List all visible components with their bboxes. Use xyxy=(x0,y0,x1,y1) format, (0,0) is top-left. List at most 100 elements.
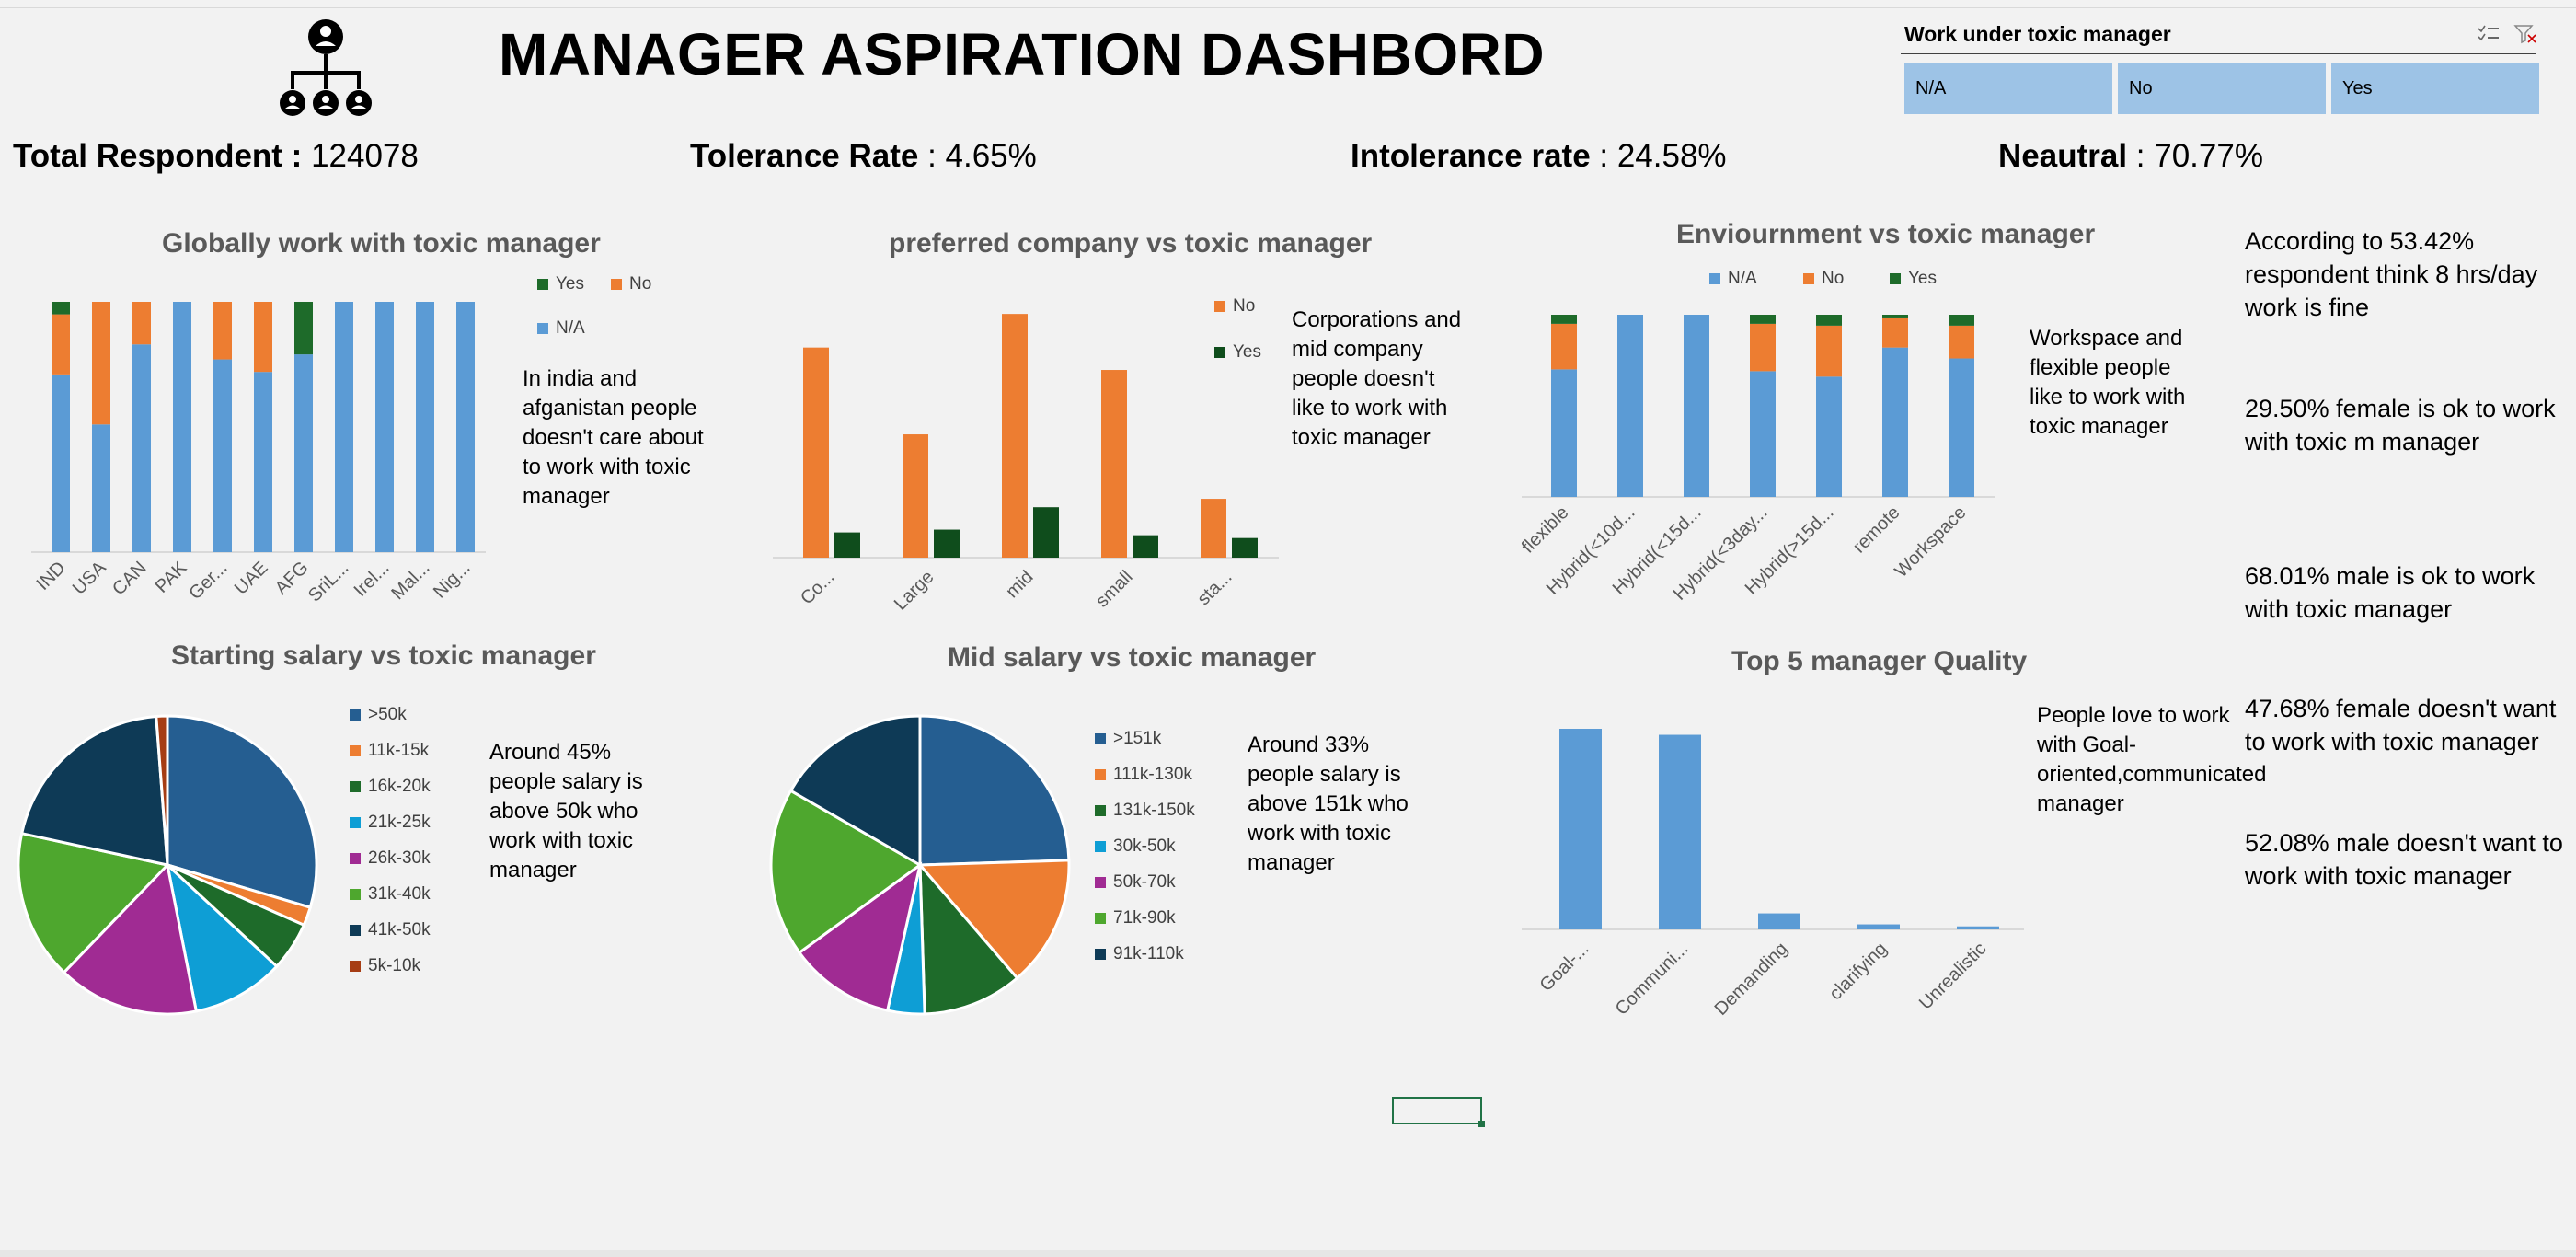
right-note-3: 68.01% male is ok to work with toxic man… xyxy=(2245,562,2536,623)
kpi-neutral-value: : 70.77% xyxy=(2135,138,2263,174)
x-tick-label: clarifying xyxy=(1825,939,1891,1004)
legend-item: 71k-90k xyxy=(1095,908,1195,944)
bar-na-9 xyxy=(416,302,434,552)
x-tick-label: small xyxy=(1092,567,1137,612)
spreadsheet-grid-strip xyxy=(0,0,2576,8)
legend-label: >50k xyxy=(368,705,407,724)
note-company: Corporations and mid company people does… xyxy=(1292,307,1462,450)
bar-no-0 xyxy=(803,347,829,558)
selected-cell[interactable] xyxy=(1392,1097,1482,1124)
x-tick-label: SriL... xyxy=(305,558,353,606)
legend-swatch xyxy=(1095,840,1106,852)
kpi-neutral: Neautral : 70.77% xyxy=(1998,138,2263,175)
chart-title-start-salary: Starting salary vs toxic manager xyxy=(171,640,596,671)
chart-start-salary xyxy=(17,714,318,1016)
bar-no-1 xyxy=(92,302,110,425)
legend-global-yes: Yes xyxy=(537,274,584,294)
legend-mid-salary: >151k 111k-130k 131k-150k 30k-50k 50k-70k 71k… xyxy=(1095,729,1195,980)
chart-title-company: preferred company vs toxic manager xyxy=(889,228,1373,259)
slicer-option-na[interactable]: N/A xyxy=(1904,63,2112,114)
legend-label: 5k-10k xyxy=(368,956,421,975)
bar-yes-2 xyxy=(1033,507,1059,558)
legend-label: 91k-110k xyxy=(1113,944,1184,963)
multi-select-icon[interactable] xyxy=(2477,24,2501,44)
legend-swatch xyxy=(350,852,361,864)
right-note-1: According to 53.42% respondent think 8 h… xyxy=(2245,227,2538,321)
fill-handle[interactable] xyxy=(1478,1121,1485,1127)
slicer-divider xyxy=(1901,53,2536,54)
right-note-2: 29.50% female is ok to work with toxic m… xyxy=(2245,395,2556,456)
chart-title-mid-salary: Mid salary vs toxic manager xyxy=(948,642,1317,673)
legend-item: 50k-70k xyxy=(1095,872,1195,908)
pie-slice-6 xyxy=(19,714,169,867)
legend-item: 11k-15k xyxy=(350,741,431,777)
note-mid-salary: Around 33% people salary is above 151k w… xyxy=(1248,732,1409,875)
pie-slice-5 xyxy=(769,789,923,955)
legend-global-na: N/A xyxy=(537,318,585,339)
slicer-option-no[interactable]: No xyxy=(2118,63,2326,114)
bar-yes-3 xyxy=(1750,315,1776,324)
x-tick-label: Large xyxy=(891,567,938,615)
legend-swatch xyxy=(350,744,361,756)
pie-slice-4 xyxy=(62,861,199,1016)
legend-item: 131k-150k xyxy=(1095,801,1195,836)
kpi-neutral-label: Neautral xyxy=(1998,138,2128,174)
right-note-4: 47.68% female doesn't want to work with … xyxy=(2245,695,2557,755)
bar-no-3 xyxy=(1101,370,1127,558)
legend-start-salary: >50k 11k-15k 16k-20k 21k-25k 26k-30k 31k-40k 4… xyxy=(350,705,431,992)
legend-label: 50k-70k xyxy=(1113,872,1176,892)
x-tick-label: sta... xyxy=(1193,567,1236,609)
chart-title-global: Globally work with toxic manager xyxy=(162,228,601,259)
slicer-work-under-toxic-manager: Work under toxic manager N/A No Yes xyxy=(1892,17,2545,120)
legend-company-no-label: No xyxy=(1233,296,1256,316)
bar-no-3 xyxy=(1750,323,1776,372)
legend-item: 111k-130k xyxy=(1095,765,1195,801)
bar-no-0 xyxy=(1551,323,1577,370)
pie-slice-4 xyxy=(797,861,923,1012)
legend-swatch xyxy=(1095,768,1106,780)
x-tick-label: Goal-... xyxy=(1536,939,1593,996)
slicer-option-yes[interactable]: Yes xyxy=(2331,63,2539,114)
chart-title-environment: Enviournment vs toxic manager xyxy=(1676,219,2096,249)
legend-item: >151k xyxy=(1095,729,1195,765)
x-tick-label: mid xyxy=(1002,567,1037,602)
bar-yes-4 xyxy=(1232,537,1258,558)
legend-global-yes-label: Yes xyxy=(556,274,584,294)
x-tick-label: Nig... xyxy=(430,558,475,603)
bar-yes-1 xyxy=(934,529,960,558)
note-global: In india and afganistan people doesn't c… xyxy=(523,366,704,509)
bar-quality-4 xyxy=(1957,926,1999,929)
bar-yes-5 xyxy=(1882,315,1908,318)
x-tick-label: Workspace xyxy=(1892,502,1971,582)
bar-yes-4 xyxy=(1816,315,1842,326)
legend-global-no: No xyxy=(611,274,651,294)
legend-company-yes: Yes xyxy=(1214,342,1261,363)
legend-env-no: No xyxy=(1803,269,1844,289)
kpi-intolerance-value: : 24.58% xyxy=(1599,138,1727,174)
x-tick-label: Unrealistic xyxy=(1915,939,1991,1014)
bar-na-1 xyxy=(1617,315,1643,497)
bar-no-4 xyxy=(1816,325,1842,377)
clear-filter-icon[interactable] xyxy=(2513,24,2537,44)
bar-quality-2 xyxy=(1758,913,1800,929)
x-tick-label: flexible xyxy=(1518,502,1573,558)
bar-na-6 xyxy=(1949,358,1974,497)
pie-slice-1 xyxy=(916,859,1071,980)
pie-slice-0 xyxy=(166,714,318,910)
chart-quality: Goal-... Communi... Demanding clarifying Unr… xyxy=(1522,729,2024,1020)
horizontal-scrollbar[interactable] xyxy=(0,1250,2576,1257)
pie-slice-2 xyxy=(918,860,1019,1016)
legend-item: 91k-110k xyxy=(1095,944,1195,980)
legend-item: 5k-10k xyxy=(350,956,431,992)
chart-company: Co... Large mid small sta... xyxy=(773,314,1279,615)
legend-swatch xyxy=(350,888,361,900)
x-tick-label: Ger... xyxy=(185,558,231,604)
kpi-intolerance-label: Intolerance rate xyxy=(1351,138,1591,174)
chart-environment: flexibleHybrid(<10d...Hybrid(<15d...Hybr… xyxy=(1518,315,1995,605)
x-tick-label: UAE xyxy=(231,558,272,599)
legend-item: 16k-20k xyxy=(350,777,431,813)
legend-item: 41k-50k xyxy=(350,920,431,956)
bar-no-0 xyxy=(52,314,70,375)
bar-quality-1 xyxy=(1659,734,1701,929)
